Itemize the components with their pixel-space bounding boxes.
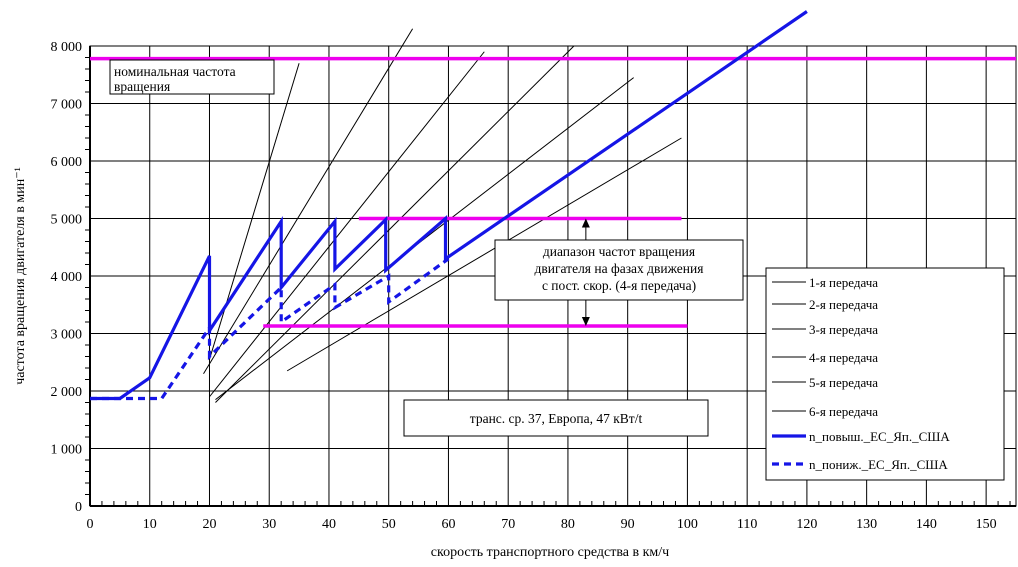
range-label: двигателя на фазах движения: [535, 261, 704, 276]
x-tick-label: 100: [677, 517, 698, 532]
legend-label: n_повыш._ЕС_Яп._США: [809, 429, 950, 444]
range-label: диапазон частот вращения: [543, 244, 695, 259]
x-tick-label: 10: [143, 517, 157, 532]
x-tick-label: 30: [262, 517, 276, 532]
y-tick-label: 7 000: [51, 98, 83, 113]
x-tick-label: 70: [501, 517, 515, 532]
rated-speed-label: номинальная частота: [114, 64, 236, 79]
x-tick-label: 150: [976, 517, 997, 532]
tick-labels: 0 10 20 30 40 50 60 70 80 90 100 110 120 130 140 150 0 1 …: [51, 40, 997, 532]
x-tick-label: 120: [796, 517, 817, 532]
y-tick-label: 0: [75, 500, 82, 515]
legend-label: 1-я передача: [809, 275, 878, 290]
range-box: [494, 239, 744, 301]
rated-speed-box: [109, 59, 275, 95]
x-tick-label: 140: [916, 517, 937, 532]
legend-label: 6-я передача: [809, 404, 878, 419]
x-tick-label: 20: [202, 517, 216, 532]
x-tick-label: 40: [322, 517, 336, 532]
legend-label: 4-я передача: [809, 350, 878, 365]
legend-label: 2-я передача: [809, 297, 878, 312]
series-line-upshift: [90, 10, 808, 401]
rated-speed-label: вращения: [114, 79, 170, 94]
y-tick-label: 6 000: [51, 155, 83, 170]
y-tick-label: 4 000: [51, 270, 83, 285]
gear-line: [209, 51, 485, 398]
x-tick-label: 0: [87, 517, 94, 532]
x-axis-title: скорость транспортного средства в км/ч: [431, 545, 669, 560]
legend-label: 5-я передача: [809, 375, 878, 390]
gear-lines: [203, 28, 682, 403]
gear-line: [286, 137, 682, 372]
x-tick-label: 130: [856, 517, 877, 532]
reference-lines: [90, 56, 1016, 328]
x-tick-label: 50: [382, 517, 396, 532]
x-tick-label: 60: [441, 517, 455, 532]
legend-label: n_пониж._ЕС_Яп._США: [809, 457, 948, 472]
x-tick-label: 110: [737, 517, 757, 532]
y-tick-label: 3 000: [51, 328, 83, 343]
range-arrows: [581, 218, 590, 327]
vehicle-label: транс. ср. 37, Европа, 47 кВт/t: [470, 411, 643, 426]
arrow-up-head: [581, 218, 590, 228]
y-axis-title: частота вращения двигателя в мин⁻¹: [13, 167, 28, 385]
gear-line: [215, 45, 575, 403]
gear-line: [203, 28, 414, 375]
x-tick-label: 90: [621, 517, 635, 532]
range-label: с пост. скор. (4-я передача): [542, 278, 696, 293]
legend-box: [765, 267, 1005, 481]
vehicle-box: [403, 399, 709, 437]
arrow-down-head: [581, 317, 590, 327]
x-tick-label: 80: [561, 517, 575, 532]
y-tick-label: 2 000: [51, 385, 83, 400]
minor-ticks: [85, 57, 1011, 506]
legend-label: 3-я передача: [809, 322, 878, 337]
y-tick-label: 1 000: [51, 443, 83, 458]
y-tick-label: 5 000: [51, 213, 83, 228]
series: [90, 10, 808, 401]
y-tick-label: 8 000: [51, 40, 83, 55]
legend: 1-я передача 2-я передача 3-я передача 4-я …: [765, 267, 1005, 481]
